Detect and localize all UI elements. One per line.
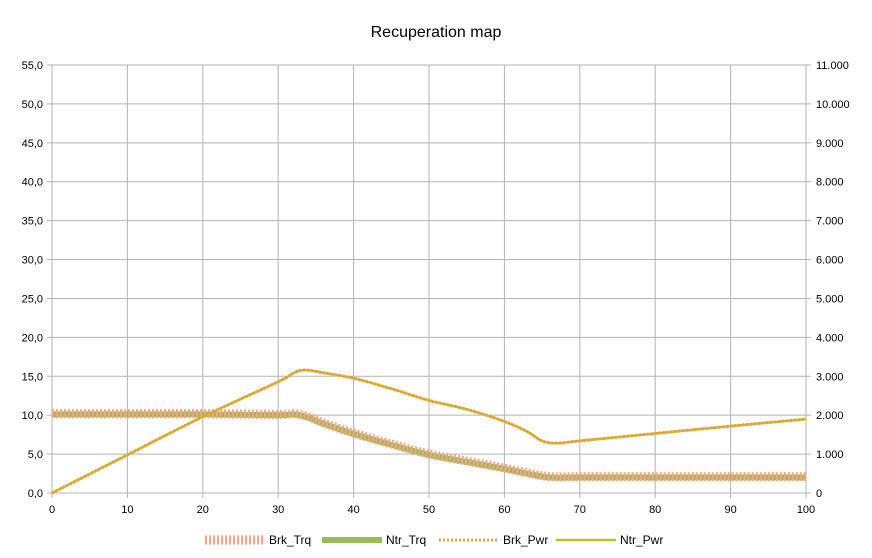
x-tick-label: 70 (574, 504, 586, 516)
y-left-tick-label: 40,0 (22, 177, 43, 189)
y-right-tick-label: 3.000 (816, 371, 844, 383)
x-tick-label: 60 (498, 504, 510, 516)
x-tick-label: 90 (724, 504, 736, 516)
legend: Brk_Trq Ntr_Trq Brk_Pwr Ntr_Pwr (205, 533, 663, 547)
x-tick-label: 0 (49, 504, 55, 516)
legend-label: Brk_Trq (269, 533, 311, 547)
legend-label: Brk_Pwr (503, 533, 548, 547)
y-left-tick-label: 10,0 (22, 410, 43, 422)
legend-item-ntr-trq: Ntr_Trq (322, 533, 426, 547)
y-left-tick-label: 55,0 (22, 60, 43, 72)
y-right-tick-label: 2.000 (816, 410, 844, 422)
x-tick-label: 40 (347, 504, 359, 516)
y-left-tick-label: 45,0 (22, 138, 43, 150)
series-line-brk-trq (52, 409, 806, 482)
chart-title: Recuperation map (371, 24, 502, 41)
x-tick-label: 100 (797, 504, 815, 516)
y-right-tick-label: 7.000 (816, 216, 844, 228)
x-tick-label: 10 (121, 504, 133, 516)
y-left-tick-label: 0,0 (28, 488, 43, 500)
y-left-tick-label: 15,0 (22, 371, 43, 383)
y-right-tick-label: 1.000 (816, 449, 844, 461)
legend-item-ntr-pwr: Ntr_Pwr (556, 533, 663, 547)
y-right-tick-label: 5.000 (816, 293, 844, 305)
legend-label: Ntr_Trq (386, 533, 426, 547)
x-tick-label: 20 (197, 504, 209, 516)
legend-item-brk-pwr: Brk_Pwr (439, 533, 548, 547)
axes: 0,0 5,0 10,0 15,0 20,0 25,0 30,0 35,0 40,0 45,0 50… (22, 60, 850, 516)
y-left-tick-label: 25,0 (22, 293, 43, 305)
series-line-ntr-pwr (51, 368, 807, 495)
y-left-tick-label: 35,0 (22, 216, 43, 228)
y-right-tick-label: 11.000 (816, 60, 849, 72)
y-left-tick-label: 20,0 (22, 332, 43, 344)
y-right-tick-label: 8.000 (816, 177, 844, 189)
y-right-tick-label: 0 (816, 488, 822, 500)
y-left-tick-label: 5,0 (28, 449, 43, 461)
y-right-tick-label: 9.000 (816, 138, 844, 150)
x-tick-label: 80 (649, 504, 661, 516)
y-left-tick-label: 50,0 (22, 99, 43, 111)
legend-label: Ntr_Pwr (620, 533, 663, 547)
y-right-tick-label: 4.000 (816, 332, 844, 344)
x-tick-label: 50 (423, 504, 435, 516)
y-right-tick-label: 6.000 (816, 255, 844, 267)
series-lines (51, 368, 807, 495)
plot-area-border (51, 64, 807, 494)
legend-item-brk-trq: Brk_Trq (205, 533, 311, 547)
y-left-tick-label: 30,0 (22, 255, 43, 267)
x-tick-label: 30 (272, 504, 284, 516)
y-right-tick-label: 10.000 (816, 99, 850, 111)
